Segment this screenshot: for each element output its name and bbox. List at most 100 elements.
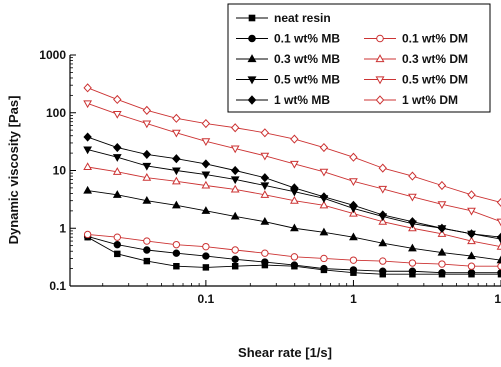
data-point xyxy=(496,197,501,208)
y-tick-label: 10 xyxy=(53,164,67,178)
data-point xyxy=(201,138,211,147)
data-point xyxy=(142,195,152,204)
data-point xyxy=(112,154,122,162)
data-point xyxy=(408,259,417,267)
legend-label: 0.3 wt% DM xyxy=(402,52,468,66)
y-axis-label: Dynamic viscosity [Pas] xyxy=(6,96,21,245)
data-point xyxy=(114,250,121,258)
data-point xyxy=(438,260,446,268)
legend-label: 0.1 wt% DM xyxy=(402,32,468,46)
data-point xyxy=(467,262,476,270)
data-point xyxy=(378,163,387,173)
series-1-wt-dm xyxy=(83,83,501,208)
data-point xyxy=(143,257,151,265)
data-point xyxy=(320,264,328,273)
legend-label: 0.5 wt% DM xyxy=(402,73,468,87)
data-point xyxy=(201,118,211,129)
data-point xyxy=(437,180,447,191)
data-point xyxy=(201,159,211,169)
data-point xyxy=(378,210,387,220)
y-tick-label: 1000 xyxy=(39,48,66,62)
data-point xyxy=(290,134,299,144)
data-point xyxy=(83,162,93,171)
data-point xyxy=(113,240,121,249)
data-point xyxy=(437,223,447,233)
data-point xyxy=(112,190,122,198)
data-point xyxy=(112,110,122,119)
y-tick-label: 0.1 xyxy=(49,279,66,293)
data-point xyxy=(496,218,501,227)
series-0-5-wt-dm xyxy=(83,100,501,227)
data-point xyxy=(171,200,181,209)
data-point xyxy=(260,182,270,191)
data-point xyxy=(230,176,240,185)
data-point xyxy=(201,171,211,180)
data-point xyxy=(230,211,240,220)
legend: neat resin 0.1 wt% MB 0.1 wt% DM 0.3 wt% MB… xyxy=(227,3,491,113)
data-point xyxy=(408,193,417,202)
data-point xyxy=(467,190,476,200)
data-point xyxy=(349,178,358,187)
data-point xyxy=(143,237,151,245)
data-point xyxy=(290,253,299,261)
data-point xyxy=(112,167,122,175)
data-point xyxy=(83,100,93,109)
legend-marker xyxy=(248,14,256,22)
data-point xyxy=(172,249,181,257)
data-point xyxy=(319,200,329,209)
legend-label: 1 wt% MB xyxy=(274,93,330,107)
series-layer xyxy=(83,83,501,278)
series-0-1-wt-dm xyxy=(83,230,501,270)
data-point xyxy=(230,145,240,154)
data-point xyxy=(438,268,446,277)
data-point xyxy=(496,255,501,264)
data-point xyxy=(260,216,270,225)
data-point xyxy=(261,249,269,257)
data-point xyxy=(349,232,358,241)
x-axis-label: Shear rate [1/s] xyxy=(238,345,332,360)
data-point xyxy=(437,247,447,256)
data-point xyxy=(113,233,121,241)
data-point xyxy=(142,105,152,115)
data-point xyxy=(467,268,476,277)
data-point xyxy=(201,206,211,214)
data-point xyxy=(378,185,388,194)
data-point xyxy=(142,120,152,129)
legend-marker xyxy=(375,95,385,105)
data-point xyxy=(319,192,329,202)
data-point xyxy=(379,267,387,275)
x-tick-label: 0.1 xyxy=(198,292,215,306)
data-point xyxy=(83,146,93,155)
data-point xyxy=(172,240,181,249)
data-point xyxy=(437,201,447,209)
data-point xyxy=(171,129,181,138)
series-0-3-wt-dm xyxy=(83,162,501,250)
data-point xyxy=(202,242,210,251)
data-point xyxy=(349,152,358,162)
data-point xyxy=(260,190,270,198)
data-point xyxy=(349,200,358,210)
legend-label: 0.1 wt% MB xyxy=(274,32,340,46)
axis-ticks: 0.1 1 10 100 1000 0.1 1 10 xyxy=(39,48,501,306)
x-tick-label: 10 xyxy=(494,292,501,306)
data-point xyxy=(319,168,329,177)
data-point xyxy=(231,255,239,263)
data-point xyxy=(172,113,181,123)
legend-label: 1 wt% DM xyxy=(402,93,458,107)
data-point xyxy=(496,241,501,250)
data-point xyxy=(496,232,501,242)
series-0-3-wt-mb xyxy=(83,185,501,264)
data-point xyxy=(319,227,329,236)
data-point xyxy=(173,263,180,270)
data-point xyxy=(202,264,210,271)
legend-marker xyxy=(375,54,385,63)
legend-box xyxy=(227,3,491,113)
data-point xyxy=(172,154,181,164)
data-point xyxy=(113,94,122,105)
data-point xyxy=(408,217,417,227)
legend-marker xyxy=(247,76,257,85)
y-tick-label: 1 xyxy=(59,221,66,235)
legend-marker xyxy=(247,95,257,105)
data-point xyxy=(467,236,476,245)
data-point xyxy=(260,173,270,183)
